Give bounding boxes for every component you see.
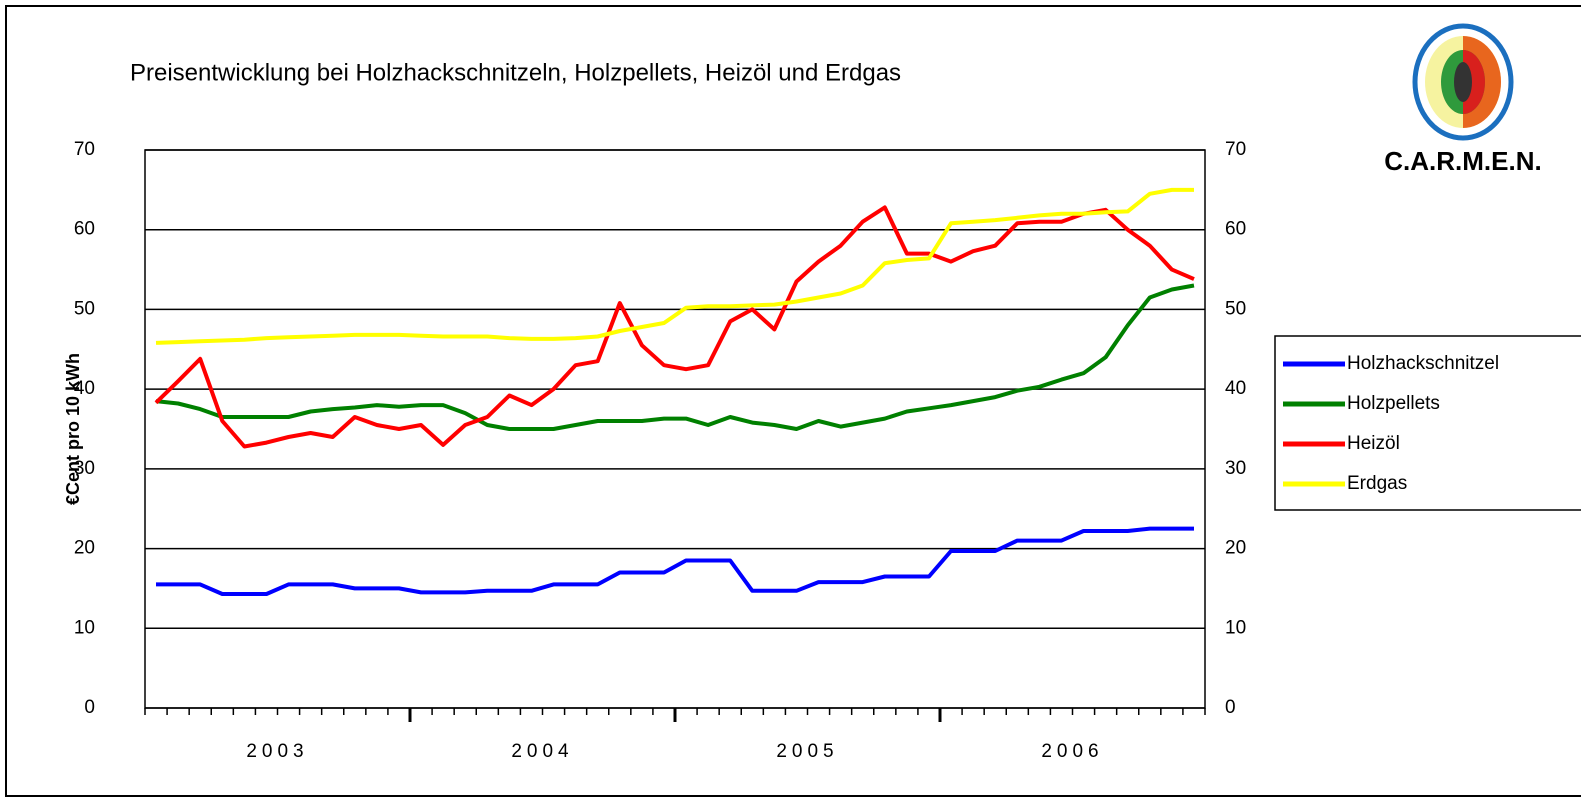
- plot-area: [144, 149, 1206, 709]
- y-axis-label: €Cent pro 10 kWh: [63, 353, 83, 505]
- y2-tick-label: 30: [1225, 458, 1246, 479]
- logo-text: C.A.R.M.E.N.: [1384, 146, 1541, 176]
- x-tick-label: 2004: [511, 741, 573, 762]
- y2-tick-label: 10: [1225, 617, 1246, 638]
- y-tick-label: 10: [74, 617, 95, 638]
- y2-tick-label: 40: [1225, 378, 1246, 399]
- y2-tick-label: 70: [1225, 139, 1246, 160]
- y-tick-label: 0: [84, 697, 95, 718]
- x-tick-label: 2005: [776, 741, 838, 762]
- y-tick-label: 70: [74, 139, 95, 160]
- legend-label: Holzhackschnitzel: [1347, 353, 1499, 374]
- series-line: [155, 283, 1195, 431]
- chart-title: Preisentwicklung bei Holzhackschnitzeln,…: [130, 59, 901, 86]
- y-tick-label: 20: [74, 538, 95, 559]
- y2-tick-label: 0: [1225, 697, 1236, 718]
- x-tick-label: 2006: [1041, 741, 1103, 762]
- x-tick-label: 2003: [246, 741, 308, 762]
- y2-tick-label: 60: [1225, 219, 1246, 240]
- legend-label: Holzpellets: [1347, 393, 1440, 414]
- legend-label: Heizöl: [1347, 433, 1400, 454]
- y-tick-label: 60: [74, 219, 95, 240]
- series-line: [154, 205, 1195, 449]
- y2-tick-label: 50: [1225, 298, 1246, 319]
- y-tick-label: 30: [74, 458, 95, 479]
- y-tick-label: 50: [74, 298, 95, 319]
- y-tick-label: 40: [74, 378, 95, 399]
- logo-emblem: [1412, 23, 1514, 141]
- legend-label: Erdgas: [1347, 473, 1407, 494]
- y2-tick-label: 20: [1225, 538, 1246, 559]
- series-line: [155, 187, 1194, 345]
- series-line: [156, 526, 1194, 596]
